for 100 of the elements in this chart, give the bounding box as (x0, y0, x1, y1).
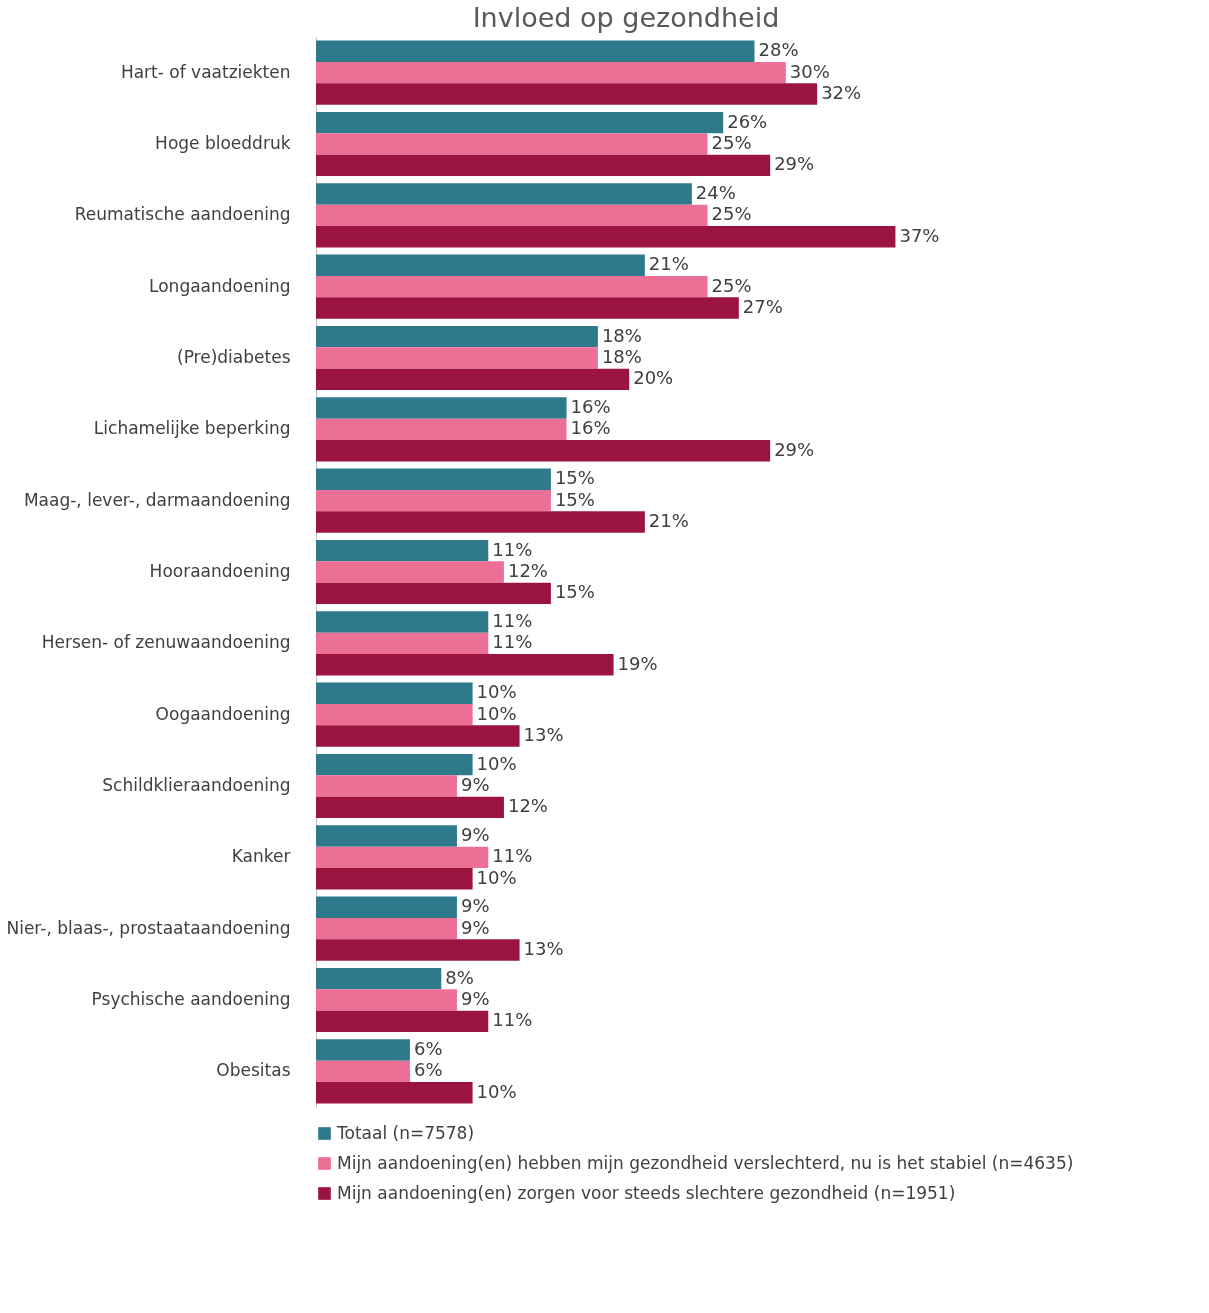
bar (316, 40, 755, 62)
data-label: 13% (523, 938, 564, 960)
data-label: 12% (507, 795, 548, 817)
bar (316, 825, 457, 847)
bar (316, 440, 771, 462)
data-label: 11% (492, 538, 533, 560)
y-tick-label: Reumatische aandoening (74, 204, 291, 225)
y-tick-label: Hart- of vaatziekten (120, 61, 291, 82)
data-label: 15% (554, 581, 595, 603)
bar (316, 682, 473, 704)
data-label: 10% (476, 866, 517, 888)
legend-label: Mijn aandoening(en) hebben mijn gezondheid verslechterd, nu is het stabiel (n=4635) (337, 1152, 1074, 1173)
bar (316, 297, 739, 319)
bar (316, 796, 504, 819)
bar (316, 511, 645, 533)
bar (316, 418, 567, 441)
data-label: 12% (507, 560, 548, 581)
data-label: 27% (742, 296, 783, 318)
bar (316, 654, 614, 676)
bar (316, 133, 708, 155)
bar (316, 1039, 410, 1061)
bar (316, 582, 551, 605)
data-label: 25% (711, 274, 752, 296)
bar (316, 489, 551, 512)
data-label: 11% (492, 609, 533, 631)
data-label: 18% (601, 324, 642, 346)
data-label: 16% (570, 395, 611, 417)
y-tick-label: Oogaandoening (155, 703, 291, 724)
data-label: 9% (460, 774, 490, 795)
data-label: 21% (648, 510, 689, 532)
data-label: 37% (899, 224, 940, 246)
data-label: 9% (460, 895, 490, 917)
y-tick-label: Obesitas (216, 1060, 291, 1081)
bar (316, 1060, 410, 1083)
data-label: 10% (476, 702, 517, 724)
y-tick-label: Nier-, blaas-, prostaataandoening (6, 917, 291, 938)
data-label: 24% (695, 181, 736, 203)
bar (316, 275, 708, 298)
data-label: 6% (413, 1037, 443, 1059)
data-label: 29% (774, 438, 815, 460)
data-label: 10% (476, 752, 517, 774)
bar (316, 989, 457, 1011)
bar (316, 61, 786, 84)
bar (316, 83, 818, 105)
data-label: 11% (492, 845, 533, 867)
y-tick-label: Maag-, lever-, darmaandoening (23, 489, 291, 510)
bar (316, 154, 771, 177)
bar (316, 846, 489, 869)
data-label: 21% (648, 253, 689, 275)
data-label: 15% (554, 488, 595, 510)
data-label: 16% (570, 417, 611, 439)
y-tick-label: Hooraandoening (149, 561, 291, 581)
bar (316, 254, 645, 276)
bar (316, 1010, 489, 1033)
data-label: 9% (460, 916, 490, 938)
data-label: 11% (492, 1009, 533, 1031)
y-tick-label: Longaandoening (149, 275, 291, 296)
data-label: 11% (492, 631, 533, 653)
legend-label: Totaal (n=7578) (336, 1122, 475, 1143)
bar (316, 632, 489, 655)
data-label: 15% (554, 467, 595, 489)
data-label: 9% (460, 988, 490, 1009)
bar (316, 753, 473, 776)
bar (316, 896, 457, 918)
bar (316, 868, 473, 890)
bar (316, 939, 520, 961)
y-tick-label: Hersen- of zenuwaandoening (41, 632, 291, 653)
data-label: 6% (413, 1059, 443, 1081)
data-label: 30% (789, 60, 830, 82)
y-tick-label: Hoge bloeddruk (155, 133, 291, 153)
y-tick-label: Kanker (231, 846, 291, 867)
bar (316, 725, 520, 747)
bar (316, 917, 457, 940)
data-label: 10% (476, 681, 517, 703)
bar (316, 703, 473, 726)
chart-title: Invloed op gezondheid (472, 2, 780, 33)
data-label: 25% (711, 132, 752, 153)
data-label: 29% (774, 153, 815, 175)
data-label: 28% (758, 39, 799, 61)
data-label: 10% (476, 1080, 517, 1102)
bar (316, 368, 630, 391)
bar (316, 325, 598, 348)
bar (316, 539, 489, 562)
y-tick-label: Lichamelijke beperking (93, 418, 291, 439)
bar (316, 347, 598, 369)
bar (316, 226, 896, 248)
bar (316, 183, 692, 205)
y-tick-label: (Pre)diabetes (177, 347, 291, 367)
data-label: 9% (460, 823, 490, 845)
data-label: 20% (633, 367, 674, 389)
bar (316, 111, 724, 134)
bar (316, 397, 567, 419)
data-label: 18% (601, 346, 642, 367)
y-tick-label: Schildklieraandoening (102, 775, 291, 795)
data-label: 32% (821, 82, 862, 104)
bar (316, 1082, 473, 1104)
data-label: 19% (617, 652, 658, 674)
bar (316, 561, 504, 583)
bar (316, 967, 442, 990)
bar (316, 611, 489, 633)
